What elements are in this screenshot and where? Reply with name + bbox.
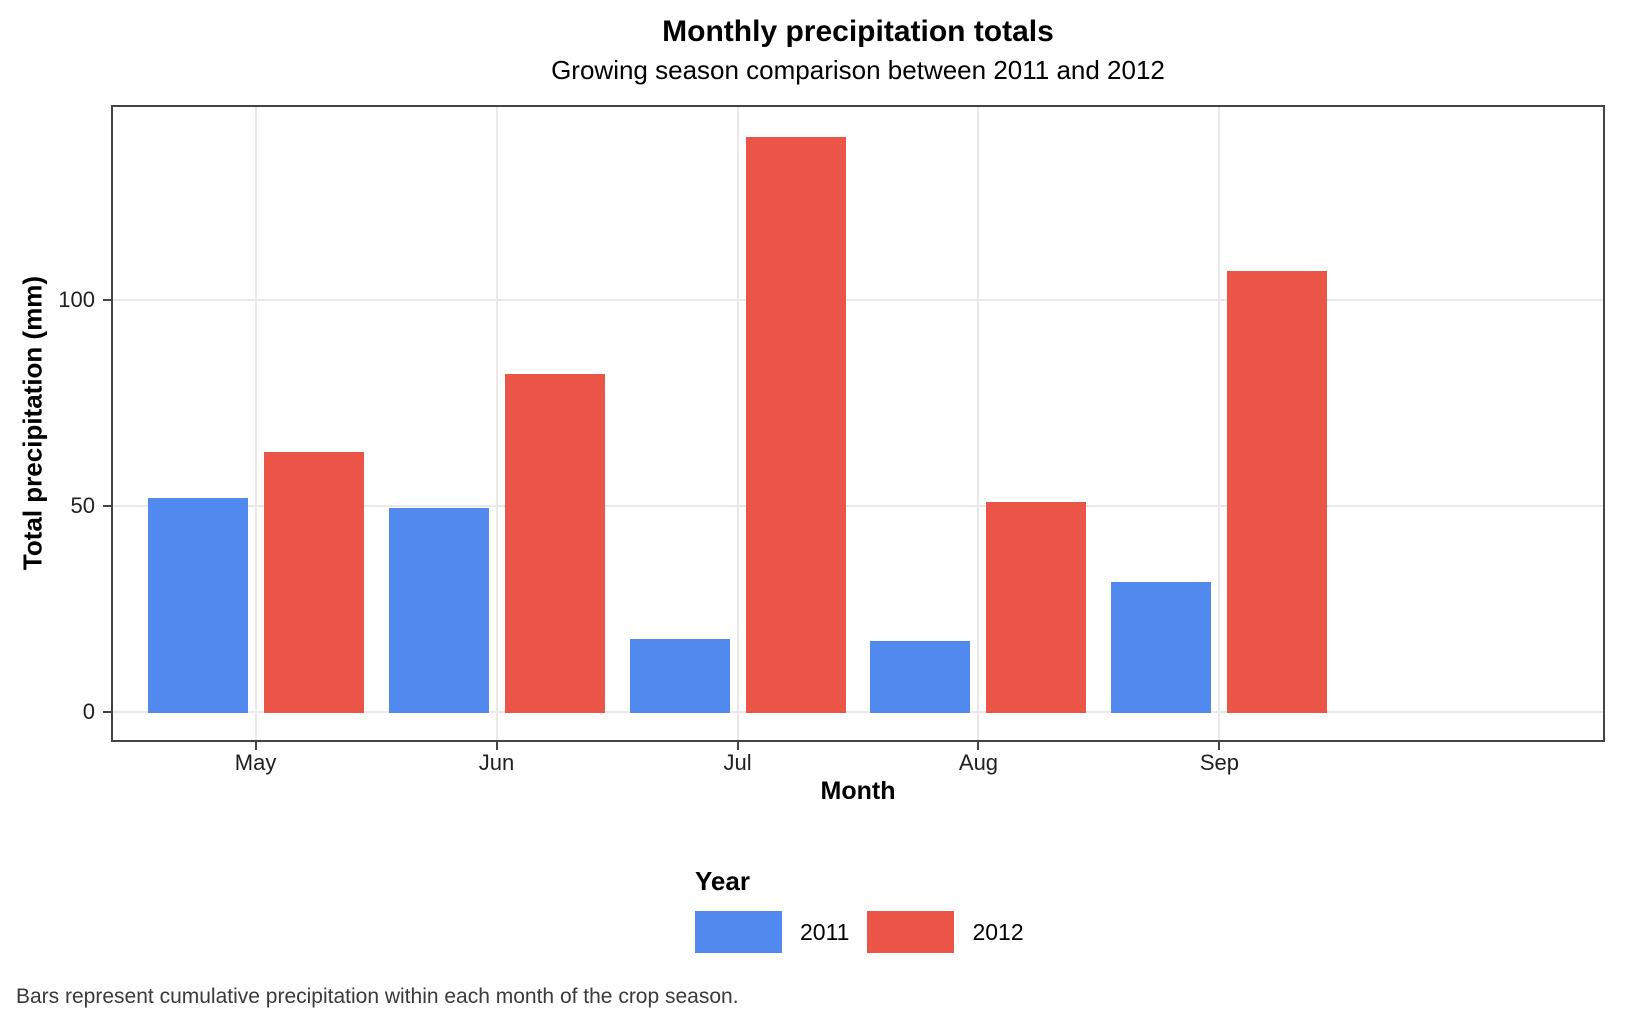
chart-subtitle: Growing season comparison between 2011 a…	[551, 55, 1165, 85]
chart-caption: Bars represent cumulative precipitation …	[16, 985, 739, 1008]
legend: Year 2011 2012	[695, 866, 1024, 953]
x-tick-label: May	[234, 750, 277, 775]
x-tick-label: Jul	[723, 750, 752, 775]
legend-label-2012: 2012	[972, 918, 1024, 945]
legend-item-2012: 2012	[867, 911, 1024, 953]
x-axis-tick	[736, 742, 739, 750]
gridline-vertical	[1218, 107, 1221, 740]
x-axis-tick	[495, 742, 498, 750]
y-axis-title: Total precipitation (mm)	[17, 275, 48, 571]
x-axis-tick	[977, 742, 980, 750]
y-axis-tick	[103, 504, 111, 507]
x-axis-tick	[1218, 742, 1221, 750]
gridline-vertical	[495, 107, 498, 740]
chart-title: Monthly precipitation totals	[662, 15, 1054, 48]
plot-panel-border	[111, 105, 1605, 742]
gridline-vertical	[977, 107, 980, 740]
bar-2012-Sep	[1227, 270, 1328, 713]
legend-key-2011	[695, 911, 782, 953]
bar-2011-Jul	[629, 638, 730, 713]
x-tick-label: Sep	[1199, 750, 1240, 775]
y-axis-tick	[103, 711, 111, 713]
x-tick-label: Aug	[958, 750, 999, 775]
legend-items: 2011 2012	[695, 911, 1024, 953]
bar-2012-Aug	[986, 501, 1087, 713]
bar-2011-Sep	[1111, 582, 1212, 713]
bar-2012-May	[263, 452, 364, 713]
legend-item-2011: 2011	[695, 911, 849, 953]
bar-2011-Jun	[388, 507, 489, 713]
x-axis-title: Month	[820, 777, 896, 805]
gridline-vertical	[254, 107, 257, 740]
legend-key-2012	[867, 911, 955, 953]
bar-2011-Aug	[870, 641, 971, 713]
x-axis-tick	[254, 742, 257, 750]
y-tick-label: 0	[82, 699, 95, 724]
legend-title: Year	[695, 866, 750, 896]
gridline-horizontal	[113, 504, 1603, 507]
legend-label-2011: 2011	[800, 918, 850, 945]
y-tick-label: 100	[58, 286, 95, 312]
x-tick-label: Jun	[478, 750, 515, 775]
gridline-horizontal	[113, 711, 1603, 713]
y-tick-label: 50	[70, 492, 95, 518]
bar-2012-Jun	[504, 373, 605, 713]
bar-2012-Jul	[745, 136, 846, 713]
y-axis-tick	[103, 298, 111, 301]
gridline-vertical	[736, 107, 739, 740]
gridline-horizontal	[113, 298, 1603, 301]
bar-2011-May	[147, 497, 248, 713]
